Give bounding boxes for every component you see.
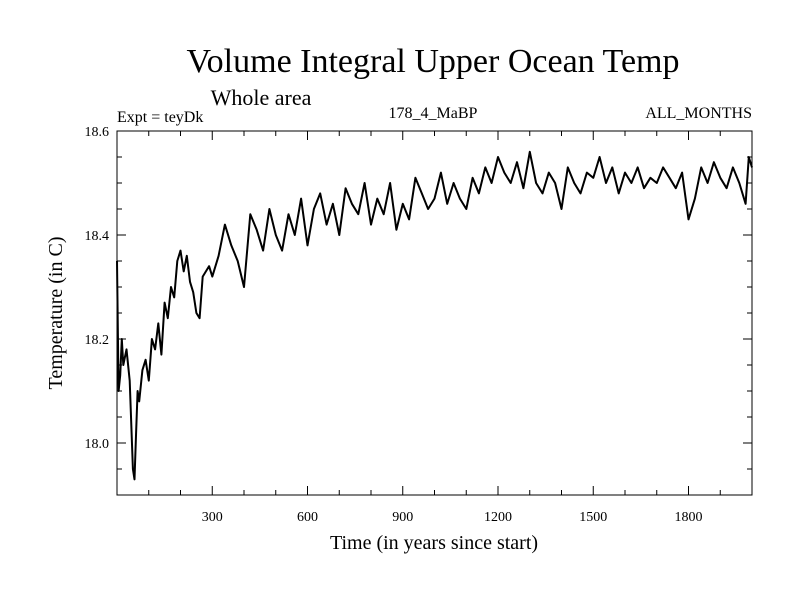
run-label: 178_4_MaBP [389, 105, 478, 122]
x-axis: 300 600 900 1200 1500 1800 [148, 131, 721, 525]
y-tick-label: 18.6 [85, 125, 110, 140]
y-tick-label: 18.4 [85, 229, 110, 244]
x-axis-label: Time (in years since start) [330, 532, 538, 554]
temperature-series-line [116, 150, 753, 481]
x-tick-label: 300 [202, 510, 223, 525]
x-tick-label: 600 [297, 510, 318, 525]
experiment-label: Expt = teyDk [117, 109, 203, 126]
chart-subtitle: Whole area [211, 85, 312, 110]
x-tick-label: 1500 [579, 510, 607, 525]
plot-frame [116, 130, 753, 496]
months-label: ALL_MONTHS [645, 105, 752, 122]
y-tick-label: 18.0 [85, 437, 110, 452]
x-tick-label: 1800 [675, 510, 703, 525]
x-tick-label: 1200 [484, 510, 512, 525]
y-tick-label: 18.2 [85, 333, 110, 348]
y-axis: 18.0 18.2 18.4 18.6 [85, 125, 752, 470]
chart-title: Volume Integral Upper Ocean Temp [187, 43, 680, 80]
y-axis-label: Temperature (in C) [45, 237, 67, 390]
x-tick-label: 900 [392, 510, 413, 525]
